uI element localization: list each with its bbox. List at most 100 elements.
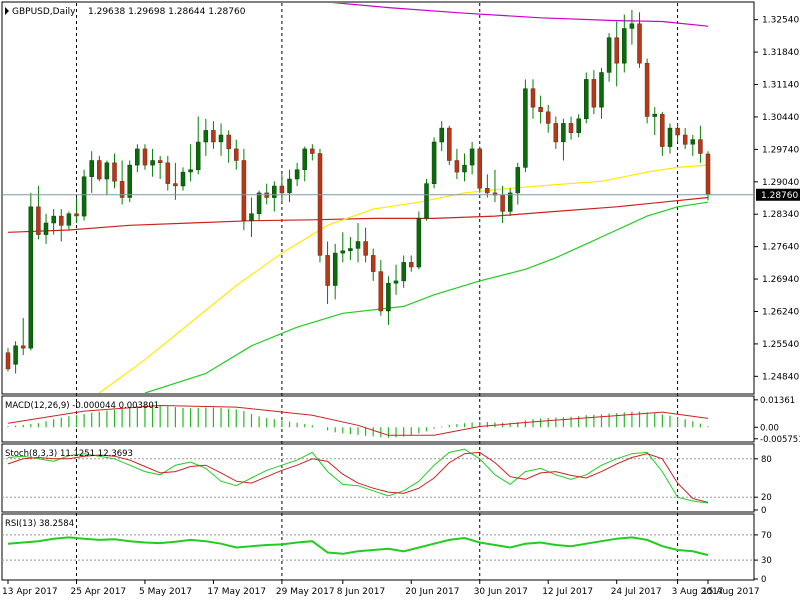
- time-tick-label: 5 May 2017: [139, 587, 192, 597]
- stoch-tick-label: 0: [761, 506, 766, 516]
- bear-candle-body: [591, 79, 597, 108]
- candle: [211, 121, 216, 149]
- macd-label: MACD(12,26,9) -0.000044 0.003801: [5, 401, 159, 411]
- candle: [180, 167, 186, 191]
- bull-candle-body: [287, 178, 292, 194]
- bull-candle-body: [104, 162, 110, 180]
- candle: [370, 248, 376, 281]
- bear-candle-body: [447, 127, 452, 161]
- bull-candle-body: [416, 218, 422, 268]
- bear-candle-body: [370, 255, 376, 272]
- bull-candle-body: [332, 252, 338, 286]
- candle: [416, 211, 422, 270]
- bull-candle-body: [256, 192, 262, 214]
- bull-candle-body: [515, 167, 521, 194]
- bear-candle-body: [112, 162, 117, 182]
- time-tick-label: 29 May 2017: [276, 587, 335, 597]
- candle: [165, 155, 171, 191]
- bear-candle-body: [59, 215, 64, 226]
- bear-candle-body: [36, 206, 41, 235]
- bull-candle-body: [690, 139, 696, 145]
- candle: [325, 241, 330, 305]
- candle: [424, 179, 429, 221]
- chart-header: GBPUSD,Daily 1.29638 1.29698 1.28644 1.2…: [5, 7, 246, 17]
- rsi-line: [7, 536, 709, 557]
- stoch-tick-label: 80: [761, 455, 772, 465]
- candle: [20, 317, 26, 356]
- bear-candle-body: [500, 194, 505, 212]
- bull-candle-body: [294, 169, 300, 180]
- price-tick-label: 1.27640: [762, 243, 799, 253]
- bull-candle-body: [462, 164, 467, 173]
- bear-candle-body: [226, 134, 231, 150]
- time-tick-label: 24 Jul 2017: [611, 587, 662, 597]
- bear-candle-body: [644, 62, 650, 117]
- candle: [530, 79, 536, 119]
- stoch-label: Stoch(8,3,3) 11.1251 12.3693: [5, 449, 133, 459]
- bull-candle-body: [606, 37, 612, 73]
- candle: [157, 155, 163, 180]
- candle: [431, 137, 437, 189]
- ohlc-label: 1.29638 1.29698 1.28644 1.28760: [88, 7, 246, 17]
- candle: [614, 21, 619, 87]
- candle: [150, 148, 155, 177]
- bull-candle-body: [599, 72, 604, 108]
- time-tick-label: 12 Jul 2017: [542, 587, 593, 597]
- candle: [332, 243, 338, 300]
- price-tick-label: 1.24840: [762, 372, 799, 382]
- bear-candle-body: [698, 139, 703, 154]
- candle: [599, 67, 604, 119]
- bear-candle-body: [119, 181, 125, 198]
- price-tick-label: 1.31840: [762, 48, 799, 58]
- candle: [652, 107, 657, 136]
- candle: [119, 160, 125, 205]
- bear-candle-body: [545, 111, 551, 124]
- candle: [553, 116, 559, 149]
- time-axis: 13 Apr 2017 25 Apr 2017 5 May 2017 17 May 2…: [2, 580, 760, 597]
- time-tick-label: 25 Apr 2017: [71, 587, 127, 597]
- bull-candle-body: [218, 134, 224, 143]
- stochastic-indicator: 80 20 0: [2, 448, 772, 516]
- candle: [279, 174, 285, 203]
- candle: [173, 162, 178, 200]
- macd-tick-label: 0.01361: [760, 396, 795, 406]
- candle: [386, 276, 391, 325]
- bear-candle-body: [553, 123, 559, 143]
- candle: [690, 135, 696, 156]
- price-tick-label: 1.29740: [762, 145, 799, 155]
- bull-candle-body: [13, 345, 18, 365]
- candle: [97, 155, 102, 182]
- candle: [439, 121, 444, 152]
- time-tick-label: 8 Jun 2017: [337, 587, 385, 597]
- candle: [241, 148, 247, 230]
- candle: [188, 144, 193, 182]
- bear-candle-body: [241, 160, 247, 221]
- bear-candle-body: [637, 23, 642, 64]
- rsi-label: RSI(13) 38.2584: [5, 519, 74, 529]
- candle: [409, 255, 414, 272]
- candle: [378, 260, 384, 316]
- price-tick-label: 1.25540: [762, 340, 799, 350]
- current-price-badge: [756, 188, 800, 201]
- bear-candle-body: [568, 123, 574, 133]
- stoch-tick-label: 20: [761, 493, 772, 503]
- bull-candle-body: [66, 213, 72, 226]
- bull-candle-body: [43, 222, 49, 235]
- bear-candle-body: [682, 134, 688, 145]
- bull-candle-body: [81, 176, 87, 217]
- bull-candle-body: [469, 148, 475, 166]
- candle: [112, 153, 117, 189]
- candle: [203, 118, 209, 156]
- candle: [249, 197, 254, 237]
- candle: [462, 153, 467, 182]
- price-tick-label: 1.28340: [762, 210, 799, 220]
- candle: [401, 255, 406, 288]
- bull-candle-body: [576, 118, 581, 133]
- bear-candle-body: [530, 88, 536, 108]
- candle: [622, 14, 627, 73]
- candle: [507, 188, 513, 217]
- candle: [127, 160, 132, 203]
- bull-candle-body: [188, 169, 193, 173]
- bull-candle-body: [439, 127, 444, 143]
